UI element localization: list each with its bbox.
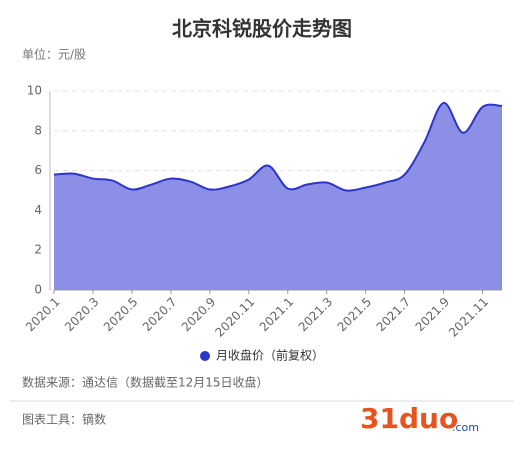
chart-title: 北京科锐股价走势图 — [172, 17, 352, 41]
x-tick-label: 2020.11 — [212, 295, 257, 340]
watermark: 31duo — [360, 402, 458, 435]
watermark-suffix: .com — [452, 421, 479, 434]
y-tick-label: 8 — [34, 123, 42, 137]
x-tick-label: 2020.1 — [23, 295, 63, 335]
x-tick-label: 2021.5 — [335, 295, 375, 335]
legend-label: 月收盘价（前复权） — [216, 348, 324, 363]
y-tick-label: 0 — [34, 283, 42, 297]
y-tick-label: 2 — [34, 243, 42, 257]
y-tick-label: 10 — [27, 84, 42, 98]
y-tick-label: 4 — [34, 203, 42, 217]
unit-label: 单位：元/股 — [22, 47, 86, 62]
y-tick-label: 6 — [34, 163, 42, 177]
source-note: 数据来源：通达信（数据截至12月15日收盘） — [22, 375, 269, 390]
legend-marker — [200, 351, 210, 361]
x-tick-label: 2021.3 — [296, 295, 336, 335]
x-tick-label: 2020.3 — [62, 295, 102, 335]
x-tick-label: 2021.11 — [446, 295, 491, 340]
x-tick-label: 2021.1 — [257, 295, 297, 335]
x-tick-label: 2020.5 — [101, 295, 141, 335]
tool-note: 图表工具：镝数 — [22, 412, 106, 427]
line — [53, 101, 503, 192]
area — [54, 102, 502, 291]
x-tick-label: 2021.7 — [374, 295, 414, 335]
x-tick-label: 2020.7 — [140, 295, 180, 335]
